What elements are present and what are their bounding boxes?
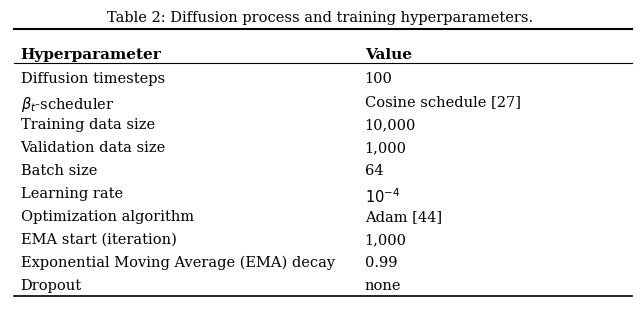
Text: Cosine schedule [27]: Cosine schedule [27] [365,95,520,109]
Text: 0.99: 0.99 [365,256,397,270]
Text: Optimization algorithm: Optimization algorithm [20,210,194,224]
Text: Value: Value [365,48,412,62]
Text: Validation data size: Validation data size [20,141,166,155]
Text: Dropout: Dropout [20,279,82,293]
Text: Learning rate: Learning rate [20,187,123,201]
Text: Hyperparameter: Hyperparameter [20,48,161,62]
Text: none: none [365,279,401,293]
Text: $10^{-4}$: $10^{-4}$ [365,187,400,205]
Text: Exponential Moving Average (EMA) decay: Exponential Moving Average (EMA) decay [20,256,335,270]
Text: Batch size: Batch size [20,164,97,178]
Text: Training data size: Training data size [20,118,155,132]
Text: Table 2: Diffusion process and training hyperparameters.: Table 2: Diffusion process and training … [107,11,533,25]
Text: $\beta_t$-scheduler: $\beta_t$-scheduler [20,95,114,114]
Text: 10,000: 10,000 [365,118,416,132]
Text: EMA start (iteration): EMA start (iteration) [20,233,177,247]
Text: 64: 64 [365,164,383,178]
Text: 100: 100 [365,72,392,86]
Text: 1,000: 1,000 [365,141,406,155]
Text: Adam [44]: Adam [44] [365,210,442,224]
Text: Diffusion timesteps: Diffusion timesteps [20,72,164,86]
Text: 1,000: 1,000 [365,233,406,247]
